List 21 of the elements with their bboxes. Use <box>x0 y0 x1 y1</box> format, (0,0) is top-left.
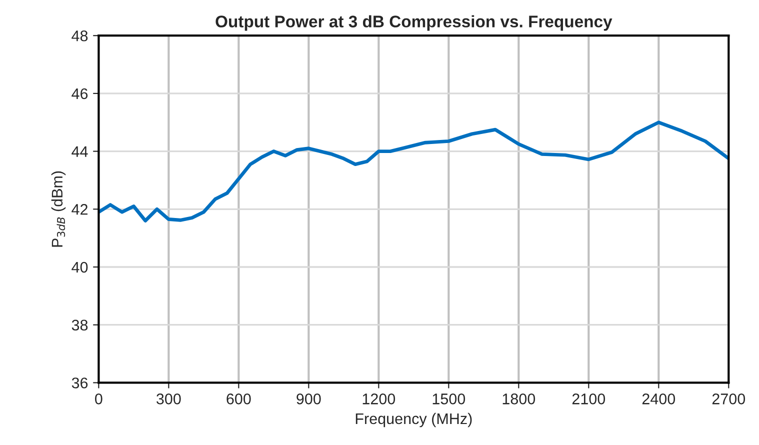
y-axis-title: P$_{3dB}$ (dBm) <box>51 171 66 247</box>
chart-title: Output Power at 3 dB Compression vs. Frequency <box>216 15 612 31</box>
y-tick-label: 36 <box>72 378 88 388</box>
y-tick-label: 46 <box>72 88 88 100</box>
y-tick-label: 42 <box>72 204 88 215</box>
x-tick-label: 300 <box>156 394 181 404</box>
x-tick-label: 2100 <box>572 394 606 404</box>
x-tick-label: 0 <box>95 394 102 404</box>
x-tick-label: 1800 <box>502 394 536 404</box>
x-tick-label: 1200 <box>362 394 396 404</box>
y-tick-label: 48 <box>72 30 88 42</box>
x-tick-label: 2700 <box>712 394 746 404</box>
y-tick-label: 38 <box>72 320 88 331</box>
x-tick-label: 2400 <box>642 394 676 404</box>
y-tick-label: 40 <box>72 262 88 273</box>
line-series <box>98 120 729 222</box>
x-tick-label: 600 <box>226 394 251 404</box>
x-axis-title: Frequency (MHz) <box>356 412 472 428</box>
y-tick-label: 44 <box>72 146 88 157</box>
x-tick-label: 900 <box>296 394 321 404</box>
x-tick-label: 1500 <box>432 394 466 404</box>
